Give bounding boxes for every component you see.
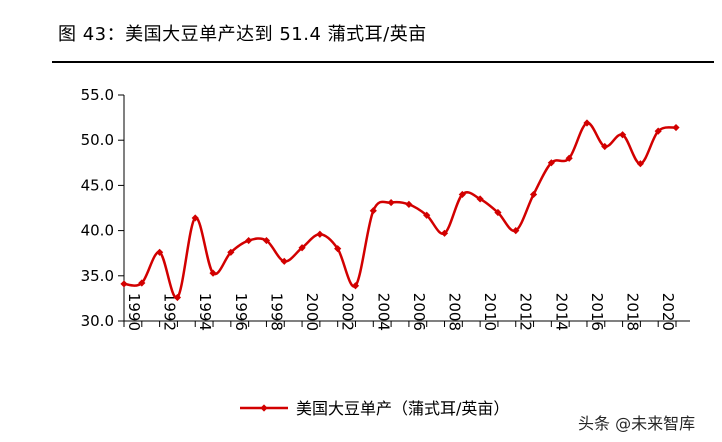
x-tick-label: 2010 bbox=[481, 293, 499, 331]
x-tick-label: 2000 bbox=[303, 293, 321, 331]
y-tick-label: 40.0 bbox=[81, 222, 114, 240]
data-point bbox=[601, 142, 609, 151]
x-tick-label: 1992 bbox=[161, 293, 179, 331]
series-line bbox=[123, 121, 677, 299]
x-tick-label: 1998 bbox=[267, 293, 285, 331]
data-point bbox=[156, 248, 164, 256]
data-point bbox=[138, 279, 146, 287]
data-point bbox=[298, 244, 306, 252]
x-tick-label: 2020 bbox=[659, 293, 677, 331]
watermark: 头条 @未来智库 bbox=[578, 414, 696, 433]
data-point bbox=[458, 190, 466, 199]
x-tick-label: 2006 bbox=[410, 293, 428, 331]
data-point bbox=[191, 214, 199, 222]
x-tick-label: 2016 bbox=[588, 293, 606, 331]
legend-marker bbox=[260, 404, 268, 412]
data-point bbox=[369, 207, 377, 215]
figure-title: 图 43：美国大豆单产达到 51.4 蒲式耳/英亩 bbox=[58, 24, 427, 45]
data-point bbox=[618, 131, 627, 139]
data-point bbox=[547, 159, 555, 167]
data-point bbox=[583, 119, 591, 127]
data-point bbox=[351, 282, 360, 290]
data-point bbox=[387, 198, 395, 207]
x-tick-label: 2008 bbox=[446, 293, 464, 331]
x-tick-label: 1994 bbox=[196, 293, 214, 331]
data-point bbox=[529, 190, 538, 199]
data-point bbox=[565, 154, 573, 162]
y-tick-label: 50.0 bbox=[81, 131, 114, 149]
data-point bbox=[654, 127, 662, 135]
x-tick-label: 1990 bbox=[125, 293, 143, 331]
x-tick-label: 2002 bbox=[339, 293, 357, 331]
data-point bbox=[334, 245, 342, 253]
data-point bbox=[512, 227, 520, 235]
data-point bbox=[440, 229, 449, 237]
title-divider bbox=[52, 61, 714, 63]
y-tick-label: 45.0 bbox=[81, 176, 114, 194]
x-tick-label: 2014 bbox=[552, 293, 570, 331]
data-point bbox=[494, 208, 502, 217]
y-tick-label: 55.0 bbox=[81, 86, 114, 104]
data-point bbox=[280, 257, 288, 265]
data-point bbox=[316, 230, 324, 238]
x-tick-label: 2018 bbox=[624, 293, 642, 331]
y-tick-label: 30.0 bbox=[81, 312, 114, 330]
data-point bbox=[636, 160, 644, 168]
data-point bbox=[209, 269, 217, 277]
legend-label: 美国大豆单产（蒲式耳/英亩） bbox=[296, 399, 509, 418]
x-tick-label: 2004 bbox=[374, 293, 392, 331]
data-point bbox=[173, 293, 182, 302]
y-tick-label: 35.0 bbox=[81, 267, 114, 285]
data-point bbox=[672, 123, 680, 132]
x-tick-label: 1996 bbox=[232, 293, 250, 331]
data-point bbox=[245, 236, 253, 245]
data-point bbox=[423, 211, 431, 219]
data-point bbox=[120, 280, 128, 288]
data-point bbox=[405, 200, 413, 208]
data-point bbox=[227, 248, 235, 256]
data-point bbox=[262, 236, 271, 245]
data-point bbox=[476, 195, 484, 203]
x-tick-label: 2012 bbox=[517, 293, 535, 331]
